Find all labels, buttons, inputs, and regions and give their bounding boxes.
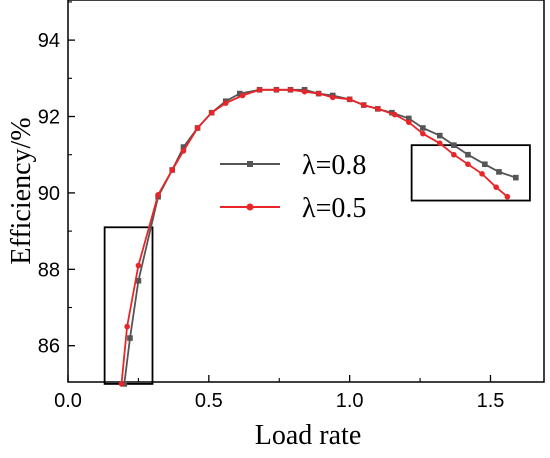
series-1-point-11 [273,86,280,93]
plot-frame [67,0,545,383]
series-1-point-27 [504,193,511,200]
x-axis-title: Load rate [255,420,362,451]
series-1-point-7 [208,109,215,116]
y-axis-title: Efficiency/% [6,117,37,264]
series-0-point-20 [406,115,412,122]
series-1-point-1 [124,323,130,330]
y-tick-label-3: 92 [38,107,60,129]
series-1-point-18 [375,106,381,112]
series-1-point-20 [406,119,412,126]
series-1-point-6 [194,125,201,131]
series-1-point-21 [420,130,426,137]
series-1-point-25 [479,171,485,177]
y-tick-label-2: 90 [38,183,60,205]
y-tick-label-4: 94 [38,30,60,52]
series-0-point-19 [389,109,395,116]
series-1-point-14 [315,90,322,97]
series-1-point-16 [346,96,353,103]
series-0-point-21 [420,125,426,131]
series-1-point-10 [256,86,263,93]
highlight-box-0 [103,226,154,385]
legend-marker-0 [247,161,253,167]
highlight-box-1 [410,144,531,202]
series-1-point-2 [135,262,142,269]
series-1-point-0 [118,381,125,387]
series-0-point-27 [513,174,519,181]
x-tick-label-1: 0.5 [195,390,223,412]
series-1-point-22 [436,140,443,147]
series-line-0 [123,88,517,385]
x-tick-label-3: 1.5 [477,390,505,412]
series-1-point-15 [329,94,336,101]
series-1-point-26 [493,184,499,190]
legend-label-0: λ=0.8 [302,150,366,181]
y-tick-label-1: 88 [38,259,60,281]
series-1-point-3 [155,192,161,198]
series-1-point-8 [222,100,229,106]
series-0-point-9 [237,90,243,97]
y-tick-label-0: 86 [38,336,60,358]
series-0-point-25 [482,161,488,168]
series-0-point-2 [135,277,142,284]
series-1-point-13 [301,88,308,95]
series-1-point-12 [287,86,294,93]
series-0-point-24 [465,151,471,158]
series-0-point-26 [496,169,502,175]
x-tick-label-2: 1.0 [336,390,364,412]
series-0-point-5 [180,144,187,150]
legend-label-1: λ=0.5 [302,193,366,224]
series-0-point-23 [451,142,457,148]
series-0-point-1 [127,335,133,341]
series-1-point-23 [451,151,457,158]
legend: λ=0.8 λ=0.5 [220,150,366,224]
series-1-point-24 [465,161,471,168]
series-1-point-9 [239,92,246,99]
series-line-1 [120,88,508,384]
series-0-point-0 [121,381,128,387]
series-1-point-19 [391,111,398,118]
legend-marker-1 [246,203,254,211]
series-1-point-17 [360,102,367,108]
x-tick-label-0: 0.0 [54,390,82,412]
series-0-point-22 [436,132,443,139]
series-1-point-4 [169,167,176,173]
series-1-point-5 [180,148,187,154]
